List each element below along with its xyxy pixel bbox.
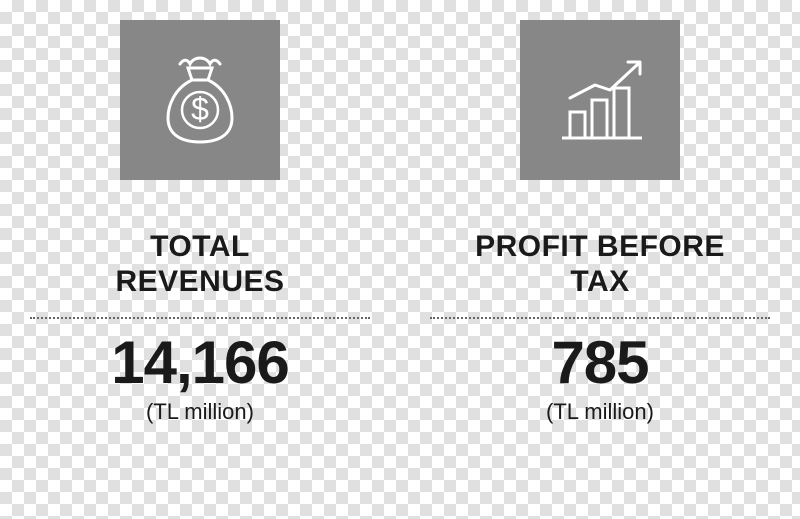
growth-chart-icon xyxy=(550,50,650,150)
money-bag-icon: $ xyxy=(150,50,250,150)
metric-value: 14,166 xyxy=(111,333,289,393)
growth-chart-icon-box xyxy=(520,20,680,180)
title-line-1: PROFIT BEFORE xyxy=(475,230,725,265)
metric-title: TOTAL REVENUES xyxy=(115,230,284,299)
metric-card-revenues: $ TOTAL REVENUES 14,166 (TL million) xyxy=(30,20,370,489)
metric-card-profit: PROFIT BEFORE TAX 785 (TL million) xyxy=(430,20,770,489)
title-line-2: REVENUES xyxy=(115,265,284,300)
metric-title: PROFIT BEFORE TAX xyxy=(475,230,725,299)
divider xyxy=(430,317,770,319)
metric-value: 785 xyxy=(551,333,648,393)
metrics-container: $ TOTAL REVENUES 14,166 (TL million) PRO… xyxy=(0,0,800,519)
metric-unit: (TL million) xyxy=(146,399,254,425)
title-line-2: TAX xyxy=(475,265,725,300)
metric-unit: (TL million) xyxy=(546,399,654,425)
divider xyxy=(30,317,370,319)
title-line-1: TOTAL xyxy=(115,230,284,265)
money-bag-icon-box: $ xyxy=(120,20,280,180)
svg-text:$: $ xyxy=(191,91,209,127)
